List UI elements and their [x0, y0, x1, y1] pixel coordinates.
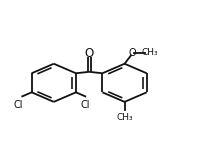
Text: Cl: Cl	[81, 100, 90, 110]
Text: Cl: Cl	[14, 100, 24, 110]
Text: CH₃: CH₃	[116, 113, 133, 122]
Text: O: O	[85, 47, 94, 60]
Text: O: O	[128, 48, 136, 58]
Text: CH₃: CH₃	[141, 48, 158, 57]
